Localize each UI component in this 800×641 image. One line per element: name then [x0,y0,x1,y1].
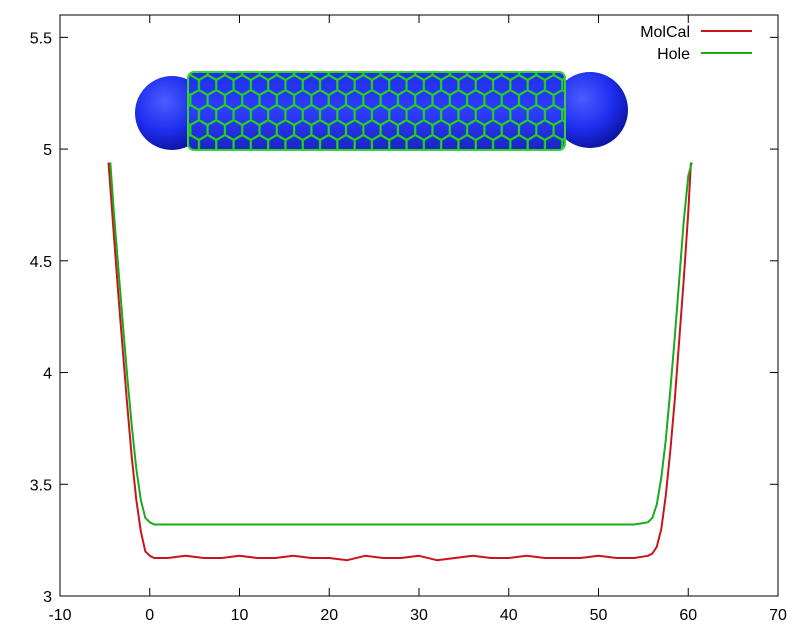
nanotube-outline [187,71,566,151]
x-tick-label: -10 [48,607,71,624]
nanotube-lattice [188,72,565,150]
x-tick-label: 40 [500,607,518,624]
y-tick-label: 4.5 [30,254,52,271]
x-axis: -10 0 10 20 30 40 50 60 70 [48,15,787,624]
x-tick-label: 50 [590,607,608,624]
x-tick-label: 20 [320,607,338,624]
x-tick-label: 10 [231,607,249,624]
y-tick-label: 4 [43,366,52,383]
x-tick-label: 0 [145,607,154,624]
legend: MolCal Hole [640,24,752,63]
y-axis: 3 3.5 4 4.5 5 5.5 [30,30,778,606]
y-tick-label: 5.5 [30,30,52,47]
legend-label-hole: Hole [657,46,690,63]
nanotube-illustration [135,71,628,151]
series-lines [107,162,693,562]
series-line-hole [109,162,693,526]
y-tick-label: 5 [43,142,52,159]
series-line-molcal [107,162,692,562]
legend-label-molcal: MolCal [640,24,690,41]
y-tick-label: 3 [43,589,52,606]
x-tick-label: 60 [679,607,697,624]
x-tick-label: 30 [410,607,428,624]
y-tick-label: 3.5 [30,477,52,494]
x-tick-label: 70 [769,607,787,624]
right-cap-sphere [552,72,628,148]
